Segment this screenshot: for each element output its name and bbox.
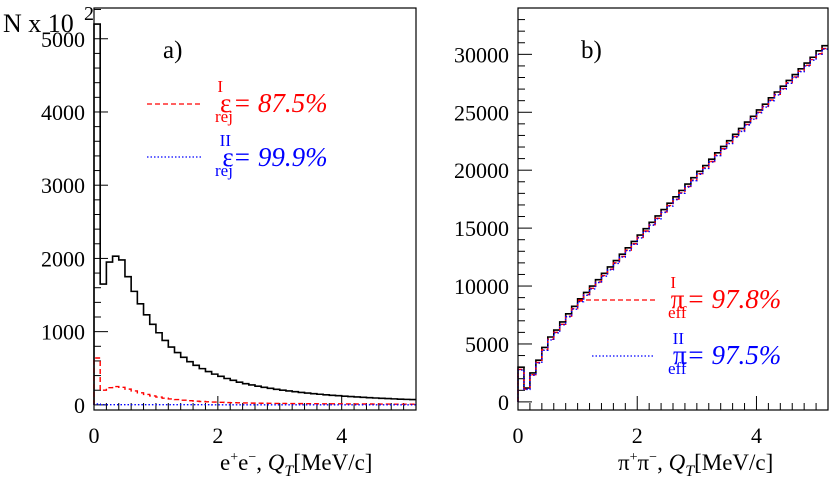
y-tick-label: 2000 xyxy=(41,246,85,271)
legend-b: πI eff= 97.8% πII eff= 97.5% xyxy=(578,273,781,378)
x-tick-label: 4 xyxy=(336,423,347,448)
y-tick-label: 5000 xyxy=(41,27,85,52)
multiplier-label: N x 10 xyxy=(3,9,74,38)
legend-sup: II xyxy=(220,131,232,150)
histogram-cut-one-a xyxy=(93,357,416,405)
frame-b xyxy=(517,7,829,411)
legend-sub: rej xyxy=(215,161,233,180)
y-tick-label: 1000 xyxy=(41,320,85,345)
histogram-cut-one-b xyxy=(517,47,828,402)
legend-entry-red-b: πI eff= 97.8% xyxy=(668,273,781,322)
y-tick-label: 15000 xyxy=(454,216,509,241)
legend-value: = 99.9% xyxy=(233,142,328,172)
y-tick-label: 3000 xyxy=(41,173,85,198)
y-tick-label: 5000 xyxy=(465,332,509,357)
legend-entry-red-a: εI rej= 87.5% xyxy=(215,77,328,126)
legend-a: εI rej= 87.5% εII rej= 99.9% xyxy=(147,77,328,180)
x-tick-label: 2 xyxy=(212,423,223,448)
legend-entry-blue-a: εII rej= 99.9% xyxy=(215,131,328,180)
legend-value: = 87.5% xyxy=(233,88,328,118)
legend-symbol: ε xyxy=(222,142,233,172)
y-tick-label: 0 xyxy=(498,390,509,415)
plot-area-a: 0 1000 2000 3000 4000 5000 0 2 4 xyxy=(41,8,417,448)
y-tick-label: 20000 xyxy=(454,158,509,183)
x-tick-label: 4 xyxy=(751,423,762,448)
legend-symbol: π xyxy=(671,284,685,314)
plot-area-b: 0 5000 10000 15000 20000 25000 30000 0 2 4 xyxy=(454,7,829,448)
y-tick-label: 10000 xyxy=(454,274,509,299)
x-tick-label: 0 xyxy=(513,423,524,448)
legend-sup: I xyxy=(670,273,676,292)
legend-symbol: ε xyxy=(220,88,231,118)
x-axis-label-b: π+π−, QT[MeV/c] xyxy=(618,450,773,478)
legend-sub: eff xyxy=(668,303,687,322)
histogram-total-a xyxy=(93,23,416,405)
x-tick-label: 2 xyxy=(632,423,643,448)
y-tick-label: 4000 xyxy=(41,100,85,125)
legend-value: = 97.5% xyxy=(687,340,782,370)
legend-value: = 97.8% xyxy=(687,284,782,314)
legend-symbol: π xyxy=(673,340,687,370)
y-tick-label: 0 xyxy=(74,393,85,418)
panel-label-b: b) xyxy=(581,37,602,64)
histogram-cut-two-b xyxy=(517,48,828,402)
y-tick-label: 30000 xyxy=(454,42,509,67)
x-tick-label: 0 xyxy=(89,423,100,448)
panel-label-a: a) xyxy=(163,37,182,64)
legend-entry-blue-b: πII eff= 97.5% xyxy=(668,329,781,378)
legend-sup: II xyxy=(673,329,685,348)
legend-sup: I xyxy=(217,77,223,96)
multiplier-exponent: 2 xyxy=(84,3,94,25)
legend-sub: rej xyxy=(215,107,233,126)
x-axis-label-a: e+e−, QT[MeV/c] xyxy=(220,450,372,478)
frame-a xyxy=(93,7,417,411)
y-tick-label: 25000 xyxy=(454,100,509,125)
legend-sub: eff xyxy=(668,359,687,378)
